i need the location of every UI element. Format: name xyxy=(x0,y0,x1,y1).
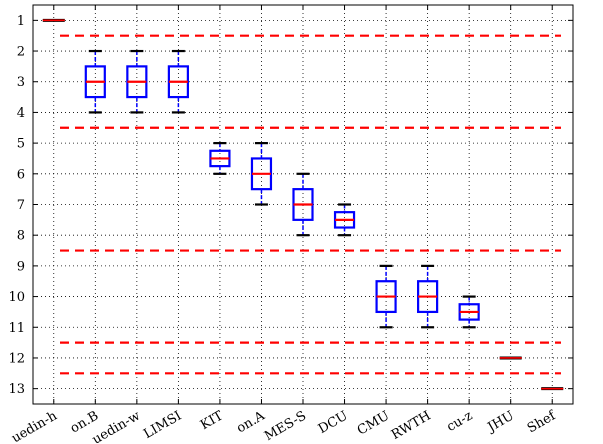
x-tick-label: Shef xyxy=(525,408,559,436)
box-RWTH xyxy=(417,264,439,329)
y-tick-label: 6 xyxy=(17,167,25,182)
y-tick-label: 1 xyxy=(17,14,25,29)
y-tick-label: 12 xyxy=(8,351,25,366)
box-KIT xyxy=(209,142,231,175)
x-tick-label: JHU xyxy=(484,408,517,436)
box-uedin-w xyxy=(126,49,148,114)
box-CMU xyxy=(375,264,397,329)
box-on.A xyxy=(250,142,273,206)
box-cu-z xyxy=(458,295,480,329)
x-tick-label: CMU xyxy=(355,408,392,438)
y-tick-label: 5 xyxy=(17,137,25,152)
y-tick-label: 13 xyxy=(8,382,25,397)
x-tick-label: uedin-w xyxy=(90,408,143,444)
grid-lines xyxy=(33,5,573,404)
y-tick-label: 8 xyxy=(17,229,25,244)
y-tick-label: 3 xyxy=(17,75,25,90)
x-tick-label: KIT xyxy=(198,408,226,433)
y-tick-label: 7 xyxy=(17,198,25,213)
x-tick-label: RWTH xyxy=(389,408,434,442)
x-tick-label: uedin-h xyxy=(9,408,60,444)
x-tick-label: MES-S xyxy=(262,408,309,444)
box-LIMSI xyxy=(167,49,189,114)
x-tick-label: LIMSI xyxy=(141,408,184,442)
x-tick-label: DCU xyxy=(316,408,351,437)
y-tick-label: 10 xyxy=(8,290,25,305)
box-MES-S xyxy=(292,172,314,237)
y-tick-label: 11 xyxy=(8,321,25,336)
axes xyxy=(32,4,574,405)
y-tick-label: 4 xyxy=(17,106,25,121)
cluster-separator-lines xyxy=(60,34,561,375)
boxes xyxy=(42,18,564,391)
y-tick-label: 9 xyxy=(17,259,25,274)
x-tick-label: cu-z xyxy=(444,408,475,435)
y-tick-label: 2 xyxy=(17,45,25,60)
box-on.B xyxy=(84,49,106,114)
box-DCU xyxy=(333,203,356,237)
